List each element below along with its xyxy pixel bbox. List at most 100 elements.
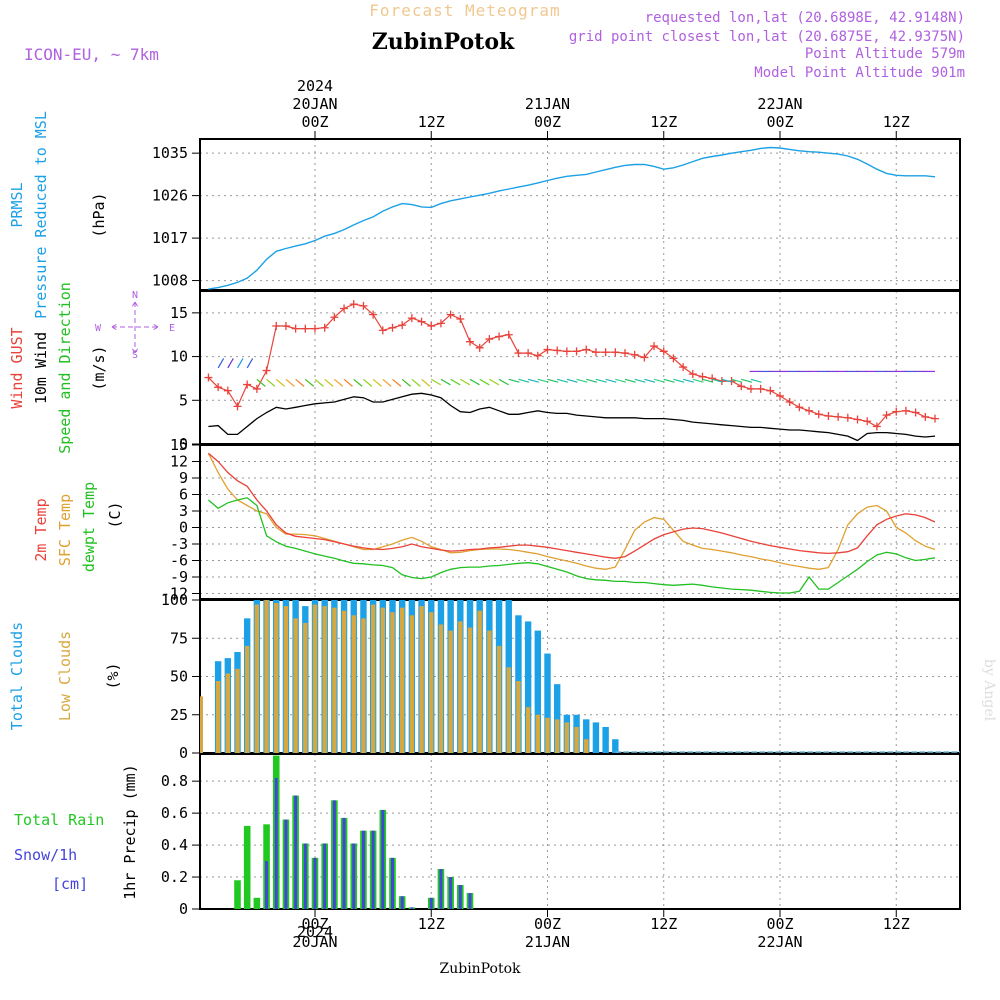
wind-direction-arrow	[479, 378, 490, 386]
gust-marker	[427, 321, 436, 330]
y-tick-label: 0	[179, 744, 188, 762]
snow-bar	[439, 869, 443, 909]
footer-location: ZubinPotok	[439, 961, 521, 977]
point-altitude: Point Altitude 579m	[805, 46, 965, 62]
wind-direction-arrow	[673, 378, 685, 383]
gust-marker	[291, 324, 300, 333]
snow-bar	[429, 897, 433, 909]
low-cloud-bar	[215, 681, 221, 753]
wind-direction-arrow	[547, 378, 559, 383]
snow-bar	[323, 843, 327, 909]
y-tick-label: 50	[170, 668, 188, 686]
wind-direction-arrow	[236, 358, 244, 369]
low-cloud-bar	[303, 622, 308, 753]
gust-marker	[252, 384, 261, 393]
top-hour-label: 12Z	[418, 113, 445, 131]
credit-watermark: by Angel	[981, 659, 997, 722]
wind-direction-arrow	[741, 378, 753, 383]
total-cloud-bar	[544, 653, 551, 753]
wind-direction-arrow	[586, 378, 598, 383]
low-cloud-bar	[458, 621, 463, 753]
low-cloud-bar	[506, 667, 511, 753]
wind-direction-arrow	[750, 378, 762, 383]
wind-direction-arrow	[304, 378, 315, 387]
compass-west: W	[95, 323, 102, 334]
rain-bar	[243, 825, 251, 909]
gust-marker	[262, 366, 271, 375]
location-title: ZubinPotok	[372, 29, 515, 55]
gust-marker	[766, 386, 775, 395]
wind-direction-arrow	[353, 378, 363, 387]
wind-direction-arrow	[624, 378, 636, 383]
wind-direction-arrow	[411, 378, 421, 387]
snow-bar	[294, 795, 298, 909]
low-cloud-bar	[293, 618, 298, 753]
wind-direction-arrow	[576, 378, 588, 383]
snow-unit: [cm]	[52, 875, 88, 893]
y-tick-label: 1026	[152, 187, 188, 205]
wind-direction-arrow	[469, 378, 480, 386]
bottom-hour-label: 12Z	[418, 915, 445, 933]
low-cloud-bar	[264, 600, 269, 753]
snow-bar	[303, 843, 307, 909]
gust-marker	[621, 349, 629, 358]
top-hour-label: 12Z	[883, 113, 910, 131]
top-hour-label: 12Z	[650, 113, 677, 131]
gust-marker	[398, 321, 407, 330]
y-tick-label: 0.4	[161, 836, 188, 854]
gust-marker	[504, 330, 513, 339]
gust-marker	[562, 347, 571, 356]
snow-bar	[342, 817, 346, 909]
low-cloud-bar	[535, 714, 541, 753]
low-cloud-bar	[409, 615, 415, 753]
snow-bar	[449, 877, 453, 909]
closest-coords: grid point closest lon,lat (20.6875E, 42…	[569, 29, 965, 45]
gust-marker	[214, 383, 223, 392]
gust-marker	[708, 374, 717, 383]
wind-direction-arrow	[401, 378, 411, 387]
gust-marker	[737, 382, 746, 391]
y-tick-label: 12	[170, 453, 188, 471]
bottom-date-label: 21JAN	[525, 933, 570, 951]
gust-marker	[611, 348, 620, 357]
snow-bar	[274, 777, 278, 909]
y-tick-label: 0	[179, 435, 188, 453]
low-cloud-bar	[574, 726, 579, 753]
snow-bar	[265, 861, 269, 909]
gust-marker	[340, 304, 349, 313]
low-cloud-bar	[322, 606, 327, 753]
sfc-temp-line	[207, 453, 936, 570]
total-clouds-label: Total Clouds	[8, 622, 26, 730]
gust-marker	[495, 332, 504, 341]
snow-bar	[391, 857, 394, 909]
wind-direction-arrow	[392, 378, 402, 387]
low-cloud-bar	[361, 618, 366, 753]
y-tick-label: 0	[179, 519, 188, 537]
wind-label: 10m Wind	[32, 332, 50, 404]
pressure-label-short: PRMSL	[8, 182, 26, 227]
bottom-date-label: 22JAN	[757, 933, 802, 951]
wind-direction-arrow	[595, 378, 607, 383]
snow-bar	[352, 843, 356, 909]
low-cloud-bar	[448, 630, 453, 753]
y-tick-label: -12	[161, 585, 188, 603]
wind-direction-arrow	[227, 358, 234, 369]
gust-marker	[485, 335, 494, 344]
y-tick-label: 0.6	[161, 804, 188, 822]
wind-direction-arrow	[721, 378, 733, 383]
gust-marker	[776, 391, 784, 400]
low-cloud-bar	[312, 604, 318, 753]
gust-marker	[931, 414, 939, 423]
wind-direction-arrow	[266, 378, 276, 387]
low-cloud-bar	[564, 722, 570, 753]
wind-direction-arrow	[615, 378, 627, 383]
pressure-line	[208, 146, 936, 290]
bottom-hour-label: 00Z	[766, 915, 793, 933]
snow-bar	[458, 885, 462, 909]
gust-marker	[243, 380, 252, 389]
low-cloud-bar	[419, 606, 424, 753]
gust-marker	[679, 363, 688, 372]
gust-marker	[814, 410, 823, 419]
low-cloud-bar	[545, 717, 550, 753]
y-tick-label: 75	[170, 629, 188, 647]
